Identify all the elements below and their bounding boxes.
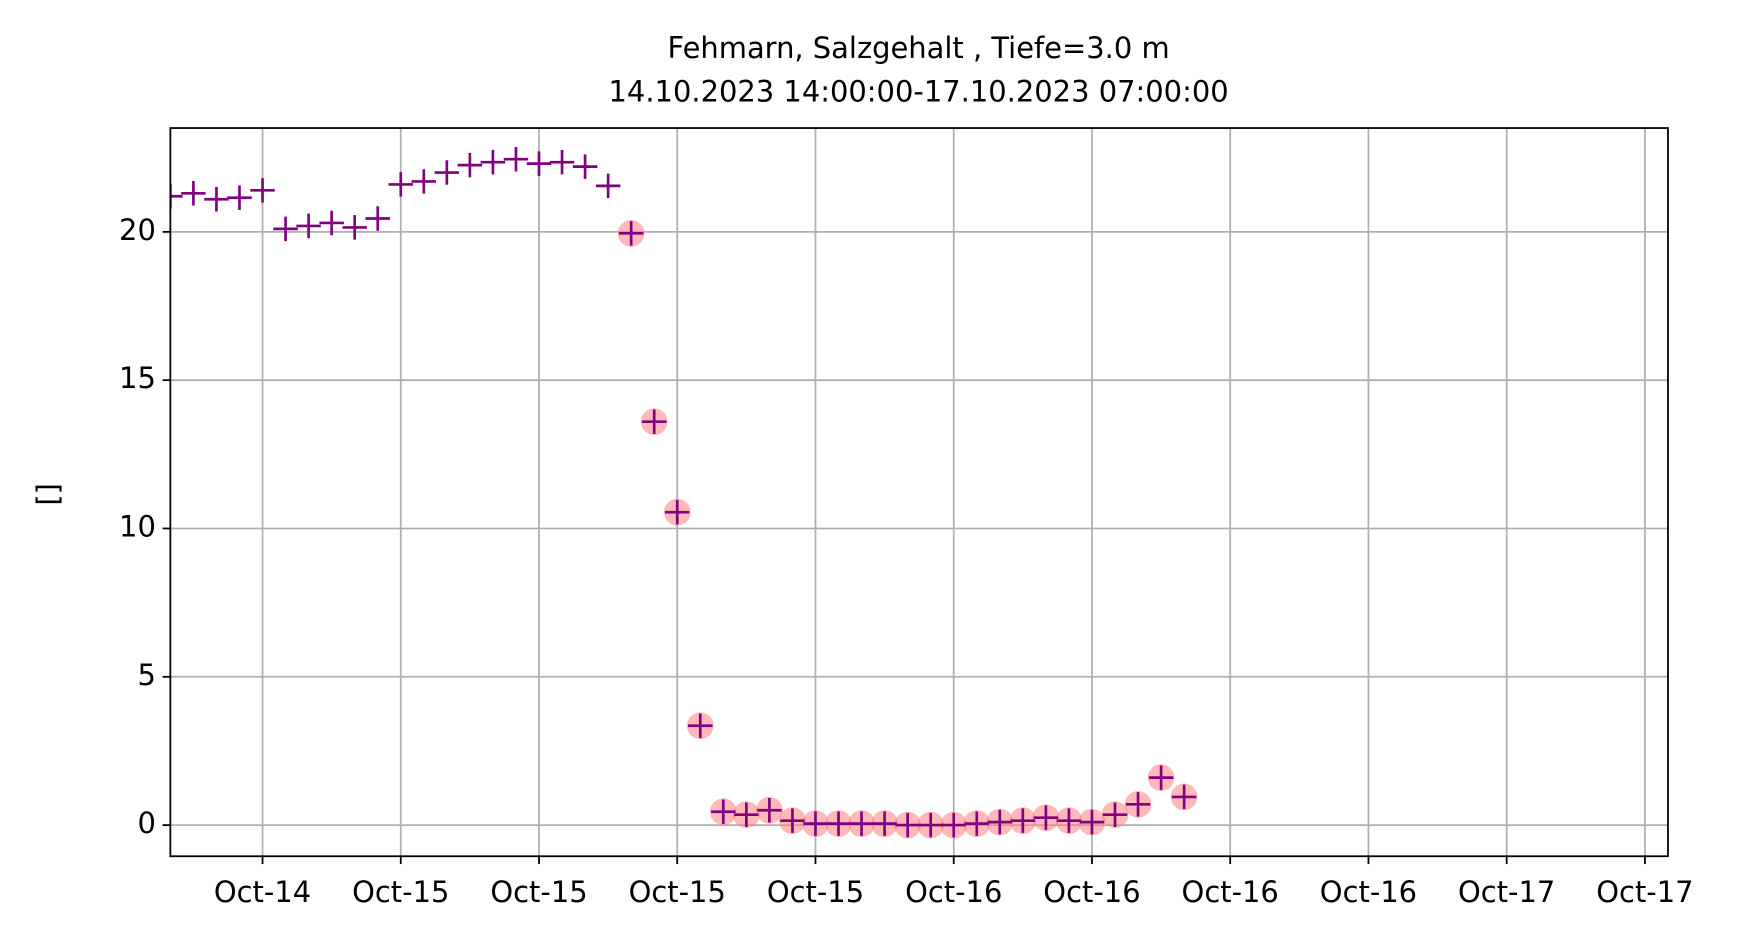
plus-marker: [1148, 765, 1174, 790]
plus-marker: [480, 149, 506, 175]
plus-marker: [964, 811, 990, 836]
plus-marker: [688, 713, 713, 738]
plus-marker: [1056, 808, 1082, 833]
x-tick-label: Oct-15: [490, 875, 587, 909]
plus-marker: [388, 172, 414, 197]
plus-marker: [411, 169, 437, 194]
plus-marker: [918, 812, 943, 838]
plus-marker: [1079, 809, 1105, 835]
x-tick-label: Oct-15: [629, 875, 726, 909]
x-tick-label: Oct-15: [767, 875, 864, 909]
plus-marker: [618, 221, 644, 246]
y-tick-label: 10: [119, 509, 156, 543]
plus-marker: [549, 149, 575, 175]
plus-marker: [526, 151, 552, 176]
plus-marker: [170, 184, 183, 209]
x-tick-label: Oct-16: [905, 875, 1002, 909]
y-tick-label: 0: [137, 806, 155, 840]
plus-marker: [1102, 802, 1128, 827]
plus-marker: [803, 811, 828, 836]
plus-marker: [849, 811, 874, 836]
plus-marker: [826, 811, 851, 836]
plus-marker: [711, 799, 736, 824]
plus-marker: [273, 216, 298, 242]
plus-marker: [503, 146, 529, 172]
plus-marker: [872, 811, 897, 836]
y-tick-label: 15: [119, 361, 156, 395]
x-tick-label: Oct-16: [1320, 875, 1417, 909]
chart-subtitle: 14.10.2023 14:00:00-17.10.2023 07:00:00: [609, 75, 1229, 109]
plus-marker: [595, 173, 621, 199]
x-tick-label: Oct-16: [1182, 875, 1279, 909]
x-tick-label: Oct-14: [214, 875, 311, 909]
x-tick-label: Oct-17: [1596, 875, 1693, 909]
plus-marker: [664, 499, 690, 525]
plus-marker: [342, 215, 367, 240]
x-tick-label: Oct-16: [1043, 875, 1140, 909]
plus-marker: [572, 154, 598, 179]
x-tick-label: Oct-17: [1458, 875, 1555, 909]
plus-marker: [227, 185, 252, 210]
plus-marker: [734, 802, 759, 827]
chart-title: Fehmarn, Salzgehalt , Tiefe=3.0 m: [668, 31, 1170, 65]
plus-marker: [365, 206, 390, 231]
plus-marker: [895, 812, 920, 838]
plot-frame: [169, 127, 1669, 858]
plus-marker: [941, 812, 966, 838]
plus-marker: [641, 409, 667, 434]
plus-marker: [1171, 784, 1197, 810]
plus-marker: [1125, 792, 1151, 817]
plus-marker: [181, 181, 206, 206]
x-tick-label: Oct-15: [352, 875, 449, 909]
plus-marker: [250, 178, 275, 203]
plus-marker: [457, 152, 483, 178]
y-tick-label: 5: [137, 658, 155, 692]
plus-marker: [757, 798, 782, 823]
plus-marker: [319, 210, 344, 236]
plus-marker: [780, 808, 805, 833]
plus-marker: [204, 186, 229, 212]
plus-marker: [1033, 805, 1059, 830]
y-axis-label: []: [31, 483, 65, 506]
plus-marker: [987, 809, 1013, 835]
plus-marker: [434, 160, 460, 185]
y-tick-label: 20: [119, 213, 156, 247]
plus-marker: [1010, 808, 1036, 833]
plus-marker: [296, 213, 321, 239]
